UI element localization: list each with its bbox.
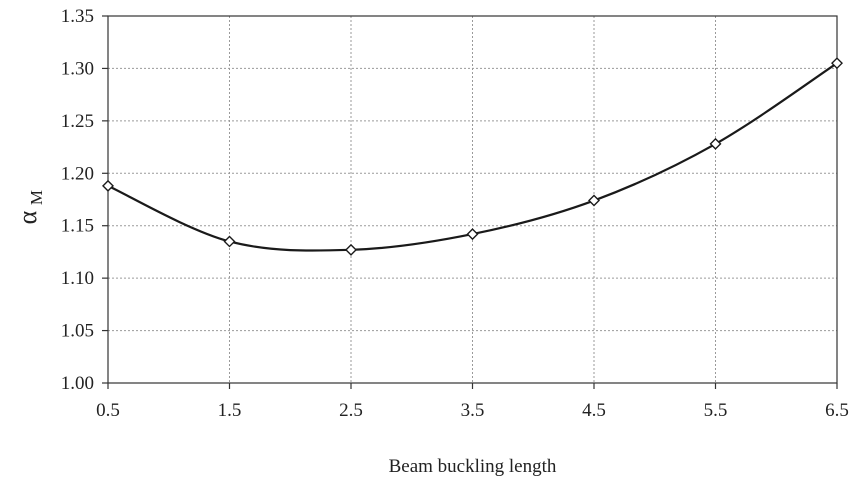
data-point-diamond bbox=[102, 179, 114, 192]
series-layer bbox=[102, 57, 843, 256]
x-axis-title: Beam buckling length bbox=[389, 456, 557, 477]
y-tick-label: 1.05 bbox=[61, 321, 94, 342]
axis-ticks bbox=[102, 15, 838, 389]
y-tick-label: 1.20 bbox=[61, 163, 94, 184]
tick-labels: 0.5 1.5 2.5 3.5 4.5 5.5 6.5 1.00 1.05 1.10 1.15 1.2… bbox=[61, 6, 849, 421]
y-tick-label: 1.35 bbox=[61, 6, 94, 27]
y-axis-title-subscript: M bbox=[27, 190, 46, 205]
x-tick-label: 3.5 bbox=[461, 400, 485, 421]
data-point-diamond bbox=[831, 57, 843, 70]
y-tick-label: 1.15 bbox=[61, 216, 94, 237]
data-point-diamond bbox=[223, 235, 236, 248]
grid bbox=[108, 16, 837, 383]
y-tick-label: 1.25 bbox=[61, 111, 94, 132]
y-axis-title-main: α bbox=[13, 210, 42, 224]
data-point-diamond bbox=[466, 228, 479, 241]
y-tick-label: 1.30 bbox=[61, 58, 94, 79]
y-tick-label: 1.00 bbox=[61, 373, 94, 394]
plot-area-frame bbox=[107, 15, 838, 384]
x-tick-label: 0.5 bbox=[96, 400, 120, 421]
y-tick-label: 1.10 bbox=[61, 268, 94, 289]
x-tick-label: 4.5 bbox=[582, 400, 606, 421]
x-tick-label: 5.5 bbox=[704, 400, 728, 421]
x-tick-label: 6.5 bbox=[825, 400, 849, 421]
data-point-diamond bbox=[709, 137, 722, 150]
x-tick-label: 1.5 bbox=[218, 400, 242, 421]
y-axis-title: α M bbox=[13, 190, 46, 224]
data-point-diamond bbox=[345, 243, 357, 256]
data-point-diamond bbox=[588, 194, 600, 207]
x-tick-label: 2.5 bbox=[339, 400, 363, 421]
